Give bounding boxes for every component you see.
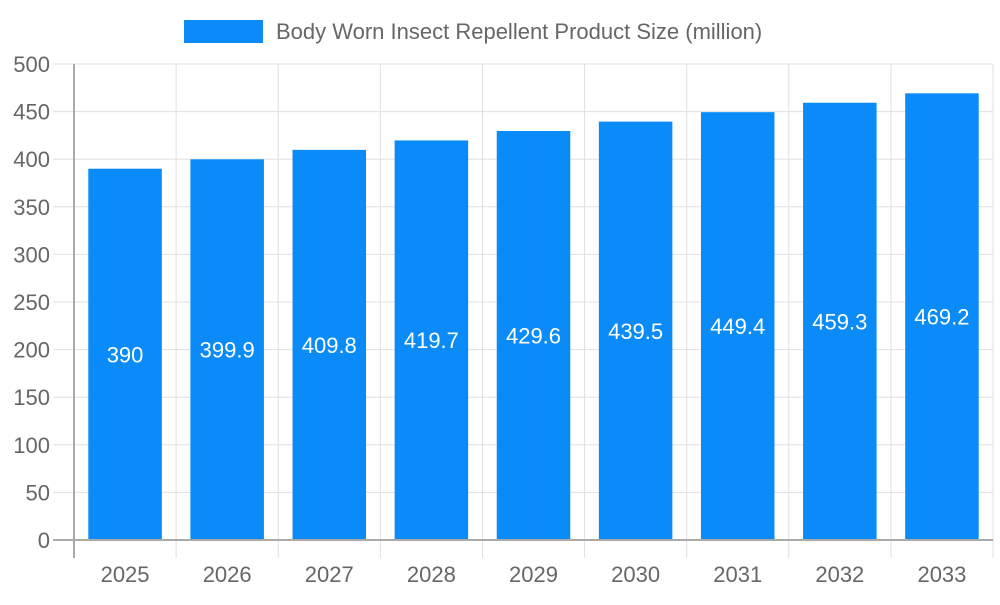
x-tick-label: 2026: [203, 562, 252, 587]
x-tick-label: 2032: [815, 562, 864, 587]
data-label: 409.8: [302, 333, 357, 358]
y-tick-label: 200: [13, 338, 50, 363]
y-tick-label: 0: [38, 528, 50, 553]
y-tick-label: 300: [13, 242, 50, 267]
bar: [700, 112, 775, 540]
x-tick-label: 2029: [509, 562, 558, 587]
y-tick-label: 450: [13, 100, 50, 125]
bar: [496, 131, 571, 540]
data-label: 390: [107, 342, 144, 367]
x-tick-label: 2025: [101, 562, 150, 587]
bar: [88, 168, 162, 540]
y-tick-label: 150: [13, 385, 50, 410]
data-label: 459.3: [812, 309, 867, 334]
bar: [394, 140, 469, 540]
x-tick-label: 2031: [713, 562, 762, 587]
bar: [190, 159, 264, 540]
data-label: 439.5: [608, 319, 663, 344]
bar: [905, 93, 979, 541]
y-tick-label: 100: [13, 433, 50, 458]
axes: 0 50 100 150 200 250 300 350 400 450 500 2025 2026 20…: [13, 52, 993, 587]
y-tick-label: 400: [13, 147, 50, 172]
data-label: 429.6: [506, 324, 561, 349]
x-tick-label: 2033: [917, 562, 966, 587]
data-label: 399.9: [200, 338, 255, 363]
x-tick-label: 2030: [611, 562, 660, 587]
bar: [598, 121, 673, 540]
y-tick-label: 350: [13, 195, 50, 220]
x-tick-label: 2028: [407, 562, 456, 587]
y-tick-label: 50: [26, 480, 50, 505]
bars: 390 399.9 409.8 419.7 429.6 439.5 449.4 459.3 46…: [88, 93, 979, 541]
legend-label: Body Worn Insect Repellent Product Size …: [276, 19, 762, 44]
data-label: 449.4: [710, 314, 765, 339]
legend[interactable]: Body Worn Insect Repellent Product Size …: [184, 19, 762, 44]
y-tick-label: 250: [13, 290, 50, 315]
data-label: 469.2: [914, 305, 969, 330]
legend-swatch: [184, 20, 263, 43]
bar: [292, 149, 367, 540]
data-label: 419.7: [404, 328, 459, 353]
bar: [803, 102, 877, 540]
y-tick-label: 500: [13, 52, 50, 77]
x-tick-label: 2027: [305, 562, 354, 587]
